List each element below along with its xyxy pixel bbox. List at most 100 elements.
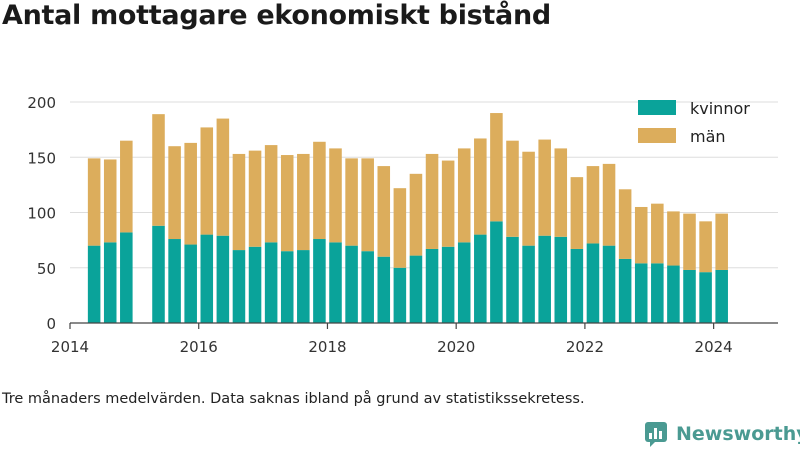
bar-kvinnor — [586, 243, 600, 323]
bar-man — [345, 158, 358, 246]
bar-man — [168, 146, 181, 240]
bar-kvinnor — [683, 269, 696, 323]
bar-man — [264, 145, 278, 243]
bar-man — [522, 151, 535, 246]
bar-kvinnor — [570, 248, 584, 323]
bar-kvinnor — [602, 245, 616, 323]
bar-kvinnor — [538, 235, 551, 323]
bar-man — [570, 177, 584, 249]
bar-man — [683, 213, 696, 270]
bar-man — [297, 153, 310, 251]
bar-kvinnor — [393, 267, 407, 323]
bar-kvinnor — [120, 232, 133, 323]
bar-kvinnor — [441, 246, 455, 323]
bar-man — [474, 138, 487, 235]
bar-man — [441, 160, 455, 247]
bar-kvinnor — [184, 244, 197, 323]
bar-kvinnor — [377, 256, 391, 323]
bar-man — [715, 213, 728, 270]
y-tick-label: 50 — [37, 260, 56, 278]
bar-man — [200, 127, 214, 235]
bar-man — [87, 158, 101, 246]
bar-kvinnor — [297, 250, 310, 323]
bar-kvinnor — [634, 263, 648, 323]
bar-man — [602, 163, 616, 246]
x-tick-label: 2022 — [566, 338, 604, 356]
bar-man — [313, 141, 326, 240]
bar-man — [280, 155, 294, 252]
bar-man — [184, 142, 197, 245]
bar-man — [667, 211, 680, 266]
y-tick-label: 150 — [27, 149, 56, 167]
y-tick-label: 100 — [27, 205, 56, 223]
legend-swatch — [638, 128, 676, 143]
brand-logo[interactable]: Newsworthy — [644, 420, 800, 448]
bar-man — [393, 188, 407, 268]
bar-kvinnor — [425, 248, 439, 323]
bar-kvinnor — [232, 250, 246, 323]
bar-man — [329, 148, 342, 243]
bar-kvinnor — [474, 234, 487, 323]
x-tick-label: 2014 — [51, 338, 89, 356]
bar-man — [490, 113, 503, 222]
bar-kvinnor — [409, 255, 423, 323]
bar-man — [232, 153, 246, 251]
bars — [87, 113, 728, 323]
bar-man — [152, 114, 165, 226]
bar-kvinnor — [216, 235, 230, 323]
bar-man — [361, 158, 374, 252]
bar-man — [538, 139, 551, 236]
bar-man — [425, 153, 439, 249]
bar-kvinnor — [667, 265, 680, 323]
bar-kvinnor — [152, 225, 165, 323]
bar-kvinnor — [200, 234, 214, 323]
x-tick-label: 2016 — [180, 338, 218, 356]
legend-label: män — [690, 127, 726, 146]
y-tick-label: 0 — [46, 315, 56, 333]
bar-man — [377, 166, 391, 257]
bar-kvinnor — [87, 245, 101, 323]
bar-kvinnor — [313, 239, 326, 323]
bar-kvinnor — [651, 263, 664, 323]
chart-title: Antal mottagare ekonomiskt bistånd — [2, 0, 551, 31]
axes: 0 50 100 150 200 2014 2016 2018 2020 2022 2024 — [27, 94, 778, 356]
bar-kvinnor — [361, 251, 374, 323]
legend-swatch — [638, 100, 676, 115]
bar-man — [120, 140, 133, 233]
bar-man — [248, 150, 262, 247]
bar-kvinnor — [554, 236, 568, 323]
bar-kvinnor — [699, 272, 712, 323]
bar-kvinnor — [490, 221, 503, 323]
y-tick-label: 200 — [27, 94, 56, 112]
brand-name: Newsworthy — [676, 423, 800, 445]
bar-man — [457, 148, 471, 243]
bar-man — [586, 166, 600, 244]
bar-kvinnor — [103, 242, 117, 323]
stacked-bar-chart: 0 50 100 150 200 2014 2016 2018 2020 2022 2024 kvi… — [27, 94, 778, 356]
bar-kvinnor — [280, 251, 294, 323]
bar-kvinnor — [506, 236, 519, 323]
bar-kvinnor — [457, 242, 471, 323]
x-tick-label: 2020 — [437, 338, 475, 356]
x-tick-label: 2018 — [308, 338, 346, 356]
footnote: Tre månaders medelvärden. Data saknas ib… — [2, 391, 585, 407]
bar-kvinnor — [345, 245, 358, 323]
bar-kvinnor — [168, 239, 181, 323]
bar-man — [651, 203, 664, 264]
bar-man — [103, 159, 117, 243]
bar-kvinnor — [329, 242, 342, 323]
bar-man — [506, 140, 519, 237]
x-tick-label: 2024 — [695, 338, 733, 356]
bar-man — [216, 118, 230, 236]
legend: kvinnor män — [638, 99, 750, 146]
bar-man — [554, 148, 568, 237]
bar-man — [618, 189, 632, 259]
bar-kvinnor — [264, 242, 278, 323]
bar-man — [699, 221, 712, 273]
bar-man — [409, 173, 423, 256]
bar-kvinnor — [715, 269, 728, 323]
bar-kvinnor — [248, 246, 262, 323]
bar-man — [634, 206, 648, 264]
legend-label: kvinnor — [690, 99, 750, 118]
bar-kvinnor — [618, 258, 632, 323]
